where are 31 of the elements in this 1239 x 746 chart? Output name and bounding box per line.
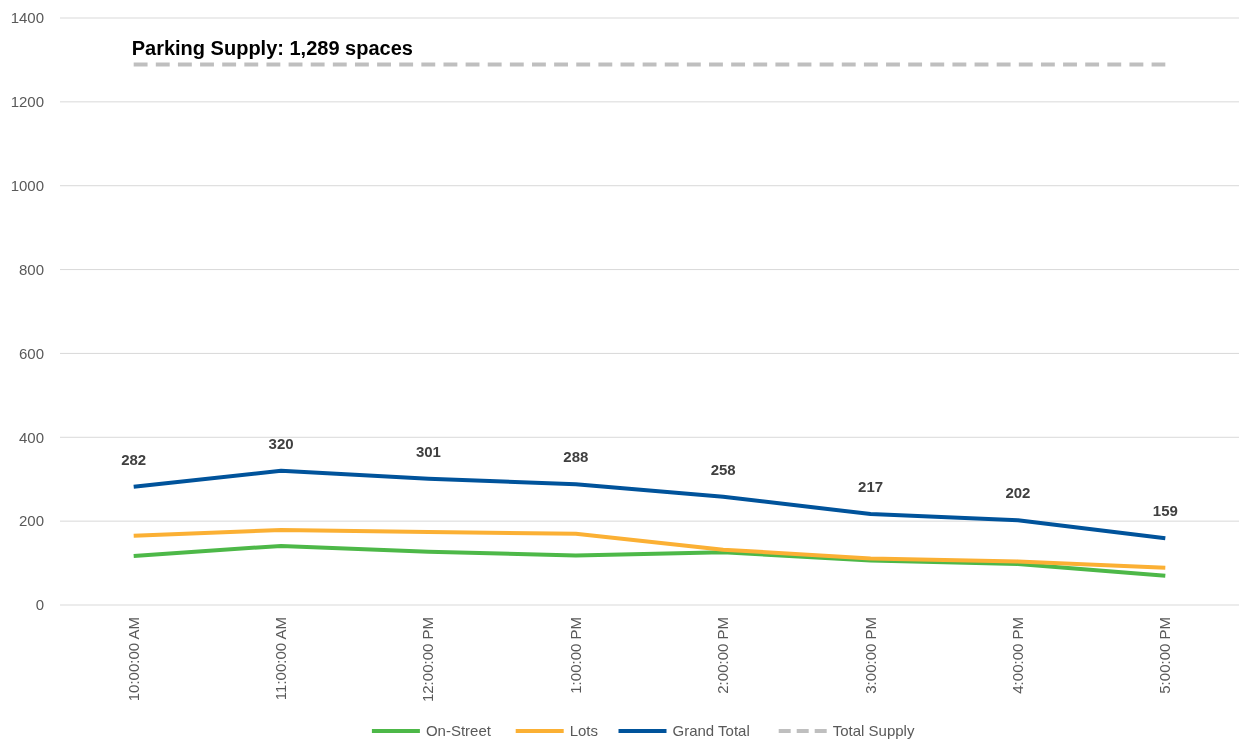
x-tick-label: 4:00:00 PM: [1008, 617, 1026, 694]
y-tick-label: 1000: [10, 176, 44, 194]
y-tick-label: 0: [35, 596, 44, 614]
y-tick-label: 1400: [10, 9, 44, 27]
data-label: 258: [710, 460, 736, 478]
x-tick-label: 1:00:00 PM: [566, 617, 584, 694]
data-label: 202: [1005, 484, 1031, 502]
x-tick-label: 2:00:00 PM: [714, 617, 732, 694]
legend-label: On-Street: [425, 722, 492, 739]
x-tick-label: 10:00:00 AM: [124, 617, 142, 702]
x-tick-label: 5:00:00 PM: [1156, 617, 1174, 694]
data-label: 282: [121, 450, 147, 468]
annotation: Parking Supply: 1,289 spaces: [131, 36, 413, 59]
y-tick-label: 800: [18, 260, 44, 278]
data-label: 159: [1152, 502, 1178, 520]
legend-label: Grand Total: [672, 722, 750, 739]
legend-label: Lots: [569, 722, 599, 739]
x-tick-label: 12:00:00 PM: [419, 617, 437, 703]
y-tick-label: 1200: [10, 93, 44, 111]
line-series: [131, 543, 1168, 578]
y-tick-label: 600: [18, 344, 44, 362]
y-tick-label: 400: [18, 428, 44, 446]
line-series: [131, 527, 1168, 570]
y-tick-label: 200: [18, 512, 44, 530]
x-tick-label: 11:00:00 AM: [272, 617, 290, 701]
legend-label: Total Supply: [832, 722, 915, 739]
data-label: 217: [858, 478, 884, 496]
data-label: 301: [415, 442, 441, 460]
data-label: 288: [563, 448, 589, 466]
x-tick-label: 3:00:00 PM: [861, 617, 879, 694]
data-label: 320: [268, 434, 294, 452]
